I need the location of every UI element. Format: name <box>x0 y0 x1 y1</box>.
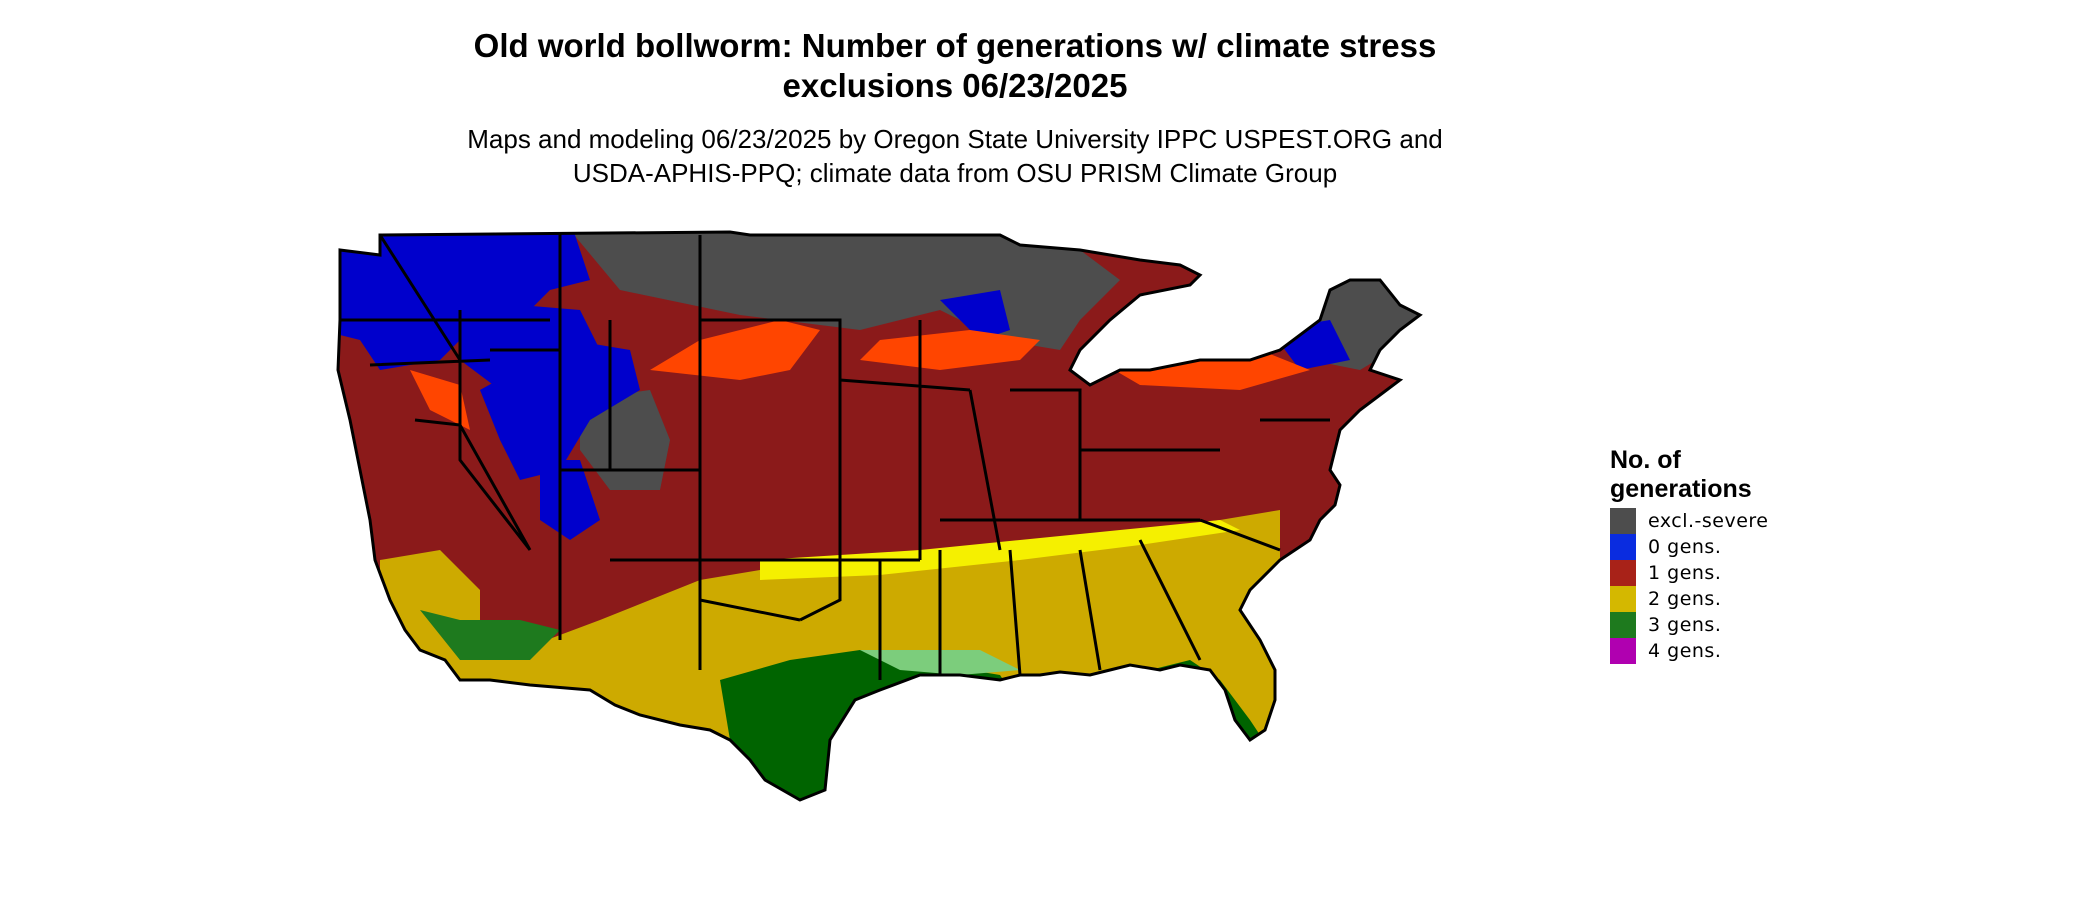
legend-title-line2: generations <box>1610 475 1752 503</box>
zone-0-gens-northwest <box>338 232 590 370</box>
legend-label-excl-severe: excl.-severe <box>1648 510 1769 532</box>
legend-item-2-gens: 2 gens. <box>1610 586 1830 612</box>
map-legend: No. of generations excl.-severe 0 gens. … <box>1610 446 1830 664</box>
map-title-line2: exclusions 06/23/2025 <box>782 67 1128 104</box>
legend-title: No. of generations <box>1610 446 1830 504</box>
zone-0-gens-new-mexico <box>540 460 600 540</box>
legend-label-0-gens: 0 gens. <box>1648 536 1722 558</box>
zone-excluded-colorado <box>580 390 670 490</box>
map-title: Old world bollworm: Number of generation… <box>0 26 1910 106</box>
zone-1-gens-marginal-plains <box>650 320 820 380</box>
zone-1-gens-marginal-west <box>410 370 470 430</box>
legend-title-line1: No. of <box>1610 446 1681 474</box>
legend-label-2-gens: 2 gens. <box>1648 588 1722 610</box>
legend-label-4-gens: 4 gens. <box>1648 640 1722 662</box>
generation-zones <box>338 232 1420 835</box>
map-title-line1: Old world bollworm: Number of generation… <box>473 27 1437 64</box>
legend-swatch-1-gens <box>1610 560 1636 586</box>
legend-label-1-gens: 1 gens. <box>1648 562 1722 584</box>
us-outline <box>336 230 1423 802</box>
state-boundaries <box>336 230 1423 802</box>
legend-swatch-4-gens <box>1610 638 1636 664</box>
legend-swatch-2-gens <box>1610 586 1636 612</box>
zone-4-gens-florida <box>1220 800 1270 835</box>
legend-label-3-gens: 3 gens. <box>1648 614 1722 636</box>
legend-item-excl-severe: excl.-severe <box>1610 508 1830 534</box>
map-subtitle: Maps and modeling 06/23/2025 by Oregon S… <box>0 122 1910 190</box>
map-subtitle-line2: USDA-APHIS-PPQ; climate data from OSU PR… <box>572 158 1338 188</box>
state-lines <box>340 232 1330 680</box>
legend-item-3-gens: 3 gens. <box>1610 612 1830 638</box>
map-subtitle-line1: Maps and modeling 06/23/2025 by Oregon S… <box>467 124 1443 154</box>
legend-item-0-gens: 0 gens. <box>1610 534 1830 560</box>
legend-item-1-gens: 1 gens. <box>1610 560 1830 586</box>
us-generations-map <box>336 230 1423 835</box>
legend-swatch-3-gens <box>1610 612 1636 638</box>
legend-swatch-excl-severe <box>1610 508 1636 534</box>
zone-0-gens-michigan <box>940 290 1010 340</box>
legend-swatch-0-gens <box>1610 534 1636 560</box>
zone-1-gens-marginal-great-lakes <box>860 330 1040 370</box>
zone-3-gens-arizona <box>420 610 560 660</box>
legend-item-4-gens: 4 gens. <box>1610 638 1830 664</box>
